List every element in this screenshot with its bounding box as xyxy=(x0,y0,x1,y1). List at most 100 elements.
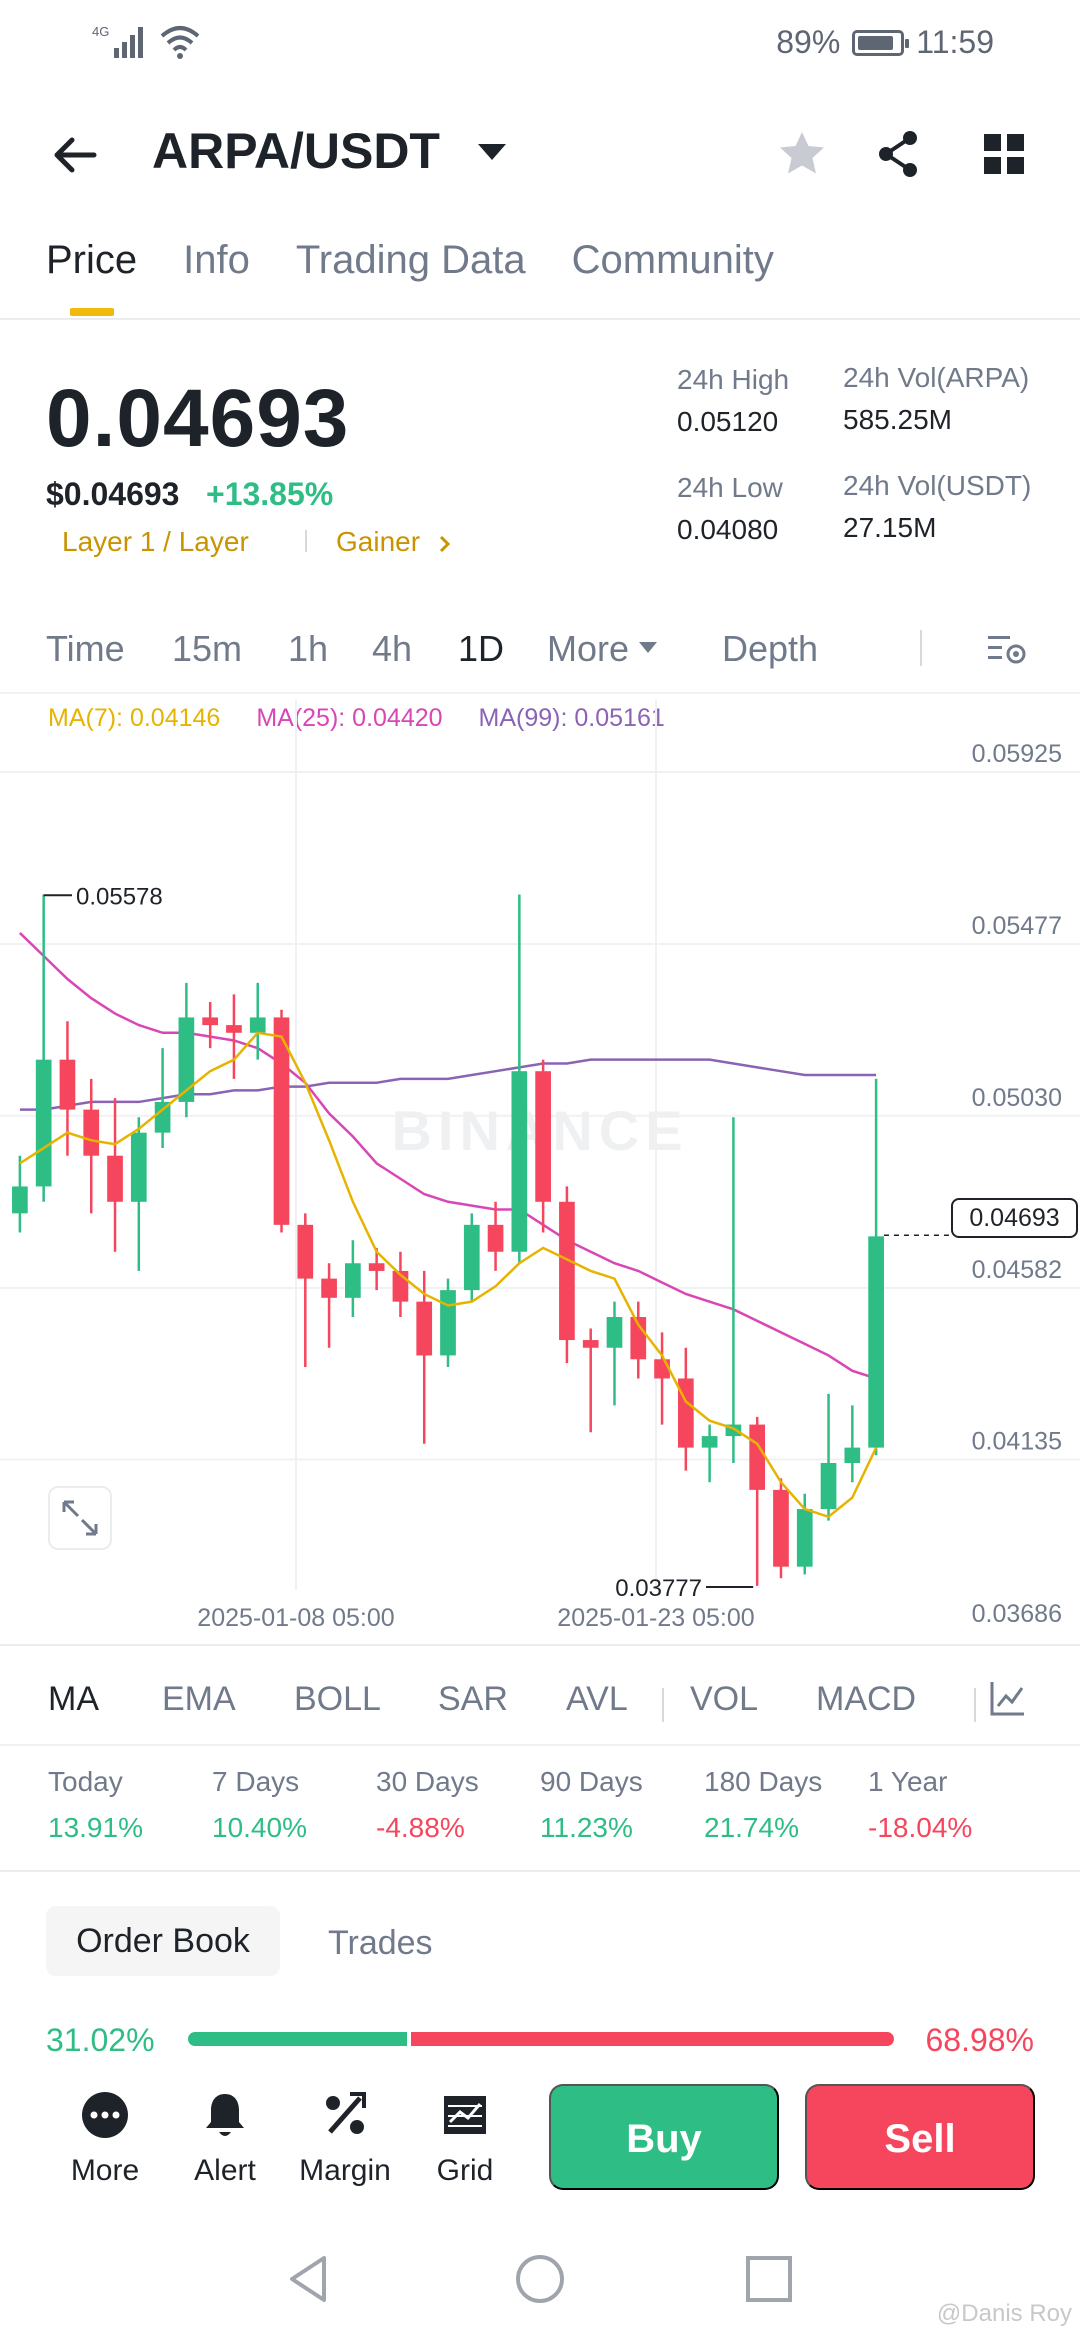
indicator-settings-icon[interactable] xyxy=(988,1678,1028,1718)
interval-separator xyxy=(920,630,922,666)
candle-body xyxy=(559,1201,575,1341)
indicator-macd[interactable]: MACD xyxy=(816,1680,917,1718)
interval-1d[interactable]: 1D xyxy=(458,628,505,669)
candle-body xyxy=(796,1509,813,1567)
candle-body xyxy=(440,1290,456,1356)
indicator-ema[interactable]: EMA xyxy=(162,1680,236,1718)
nav-back-icon[interactable] xyxy=(282,2252,336,2306)
indicator-divider xyxy=(0,1744,1080,1746)
candle-body xyxy=(178,1017,195,1102)
vol-base-label: 24h Vol(ARPA) xyxy=(843,362,1030,393)
action-label: Margin xyxy=(299,2154,391,2187)
nav-home-icon[interactable] xyxy=(513,2252,567,2306)
wifi-icon xyxy=(160,26,200,59)
interval-4h[interactable]: 4h xyxy=(372,628,413,669)
perf-value: 11.23% xyxy=(540,1812,633,1843)
expand-chart-button[interactable] xyxy=(48,1486,112,1550)
action-more[interactable]: More xyxy=(55,2090,155,2188)
indicator-sar[interactable]: SAR xyxy=(438,1680,508,1718)
indicator-ma[interactable]: MA xyxy=(48,1680,99,1718)
candle-body xyxy=(130,1132,147,1202)
tag-gainer[interactable]: Gainer xyxy=(336,526,456,558)
candle-body xyxy=(820,1462,837,1510)
caret-down-icon[interactable] xyxy=(478,144,506,160)
interval-15m[interactable]: 15m xyxy=(172,628,243,669)
tag-separator xyxy=(305,530,307,552)
usd-price: $0.04693 xyxy=(46,476,180,512)
perf-value: 10.40% xyxy=(212,1812,307,1843)
ma7-legend: MA(7): 0.04146 xyxy=(48,704,221,732)
candle-body xyxy=(35,1059,52,1187)
battery-percent: 89% xyxy=(776,24,841,60)
candle-body xyxy=(273,1017,290,1225)
nav-recents-icon[interactable] xyxy=(742,2252,796,2306)
action-label: More xyxy=(70,2154,140,2187)
candle-body xyxy=(59,1059,76,1110)
perf-value: -4.88% xyxy=(376,1812,465,1843)
tab-trading-data[interactable]: Trading Data xyxy=(295,238,526,282)
perf-30d: 30 Days -4.88% xyxy=(376,1766,479,1844)
action-grid[interactable]: Grid xyxy=(415,2090,515,2188)
perf-value: -18.04% xyxy=(868,1812,973,1843)
action-alert[interactable]: Alert xyxy=(175,2090,275,2188)
grid-menu-icon[interactable] xyxy=(974,124,1034,184)
candle-body xyxy=(12,1186,28,1214)
perf-7d: 7 Days 10.40% xyxy=(212,1766,307,1844)
interval-depth[interactable]: Depth xyxy=(722,628,819,669)
perf-label: 90 Days xyxy=(540,1766,643,1797)
perf-label: 30 Days xyxy=(376,1766,479,1797)
caret-down-icon xyxy=(639,641,658,653)
candle-body xyxy=(226,1025,242,1033)
indicator-vol[interactable]: VOL xyxy=(690,1680,759,1718)
sell-button[interactable]: Sell xyxy=(805,2084,1035,2190)
tab-trades[interactable]: Trades xyxy=(328,1924,433,1962)
svg-text:4G: 4G xyxy=(92,24,109,39)
perf-90d: 90 Days 11.23% xyxy=(540,1766,643,1844)
vol-quote-label: 24h Vol(USDT) xyxy=(843,470,1032,501)
tab-order-book[interactable]: Order Book xyxy=(46,1906,280,1976)
main-tabs: Price Info Trading Data Community xyxy=(46,238,774,316)
action-label: Grid xyxy=(436,2154,494,2187)
indicator-separator xyxy=(662,1688,664,1722)
candle-body xyxy=(535,1071,551,1202)
pair-selector[interactable]: ARPA/USDT xyxy=(152,123,440,179)
tab-price[interactable]: Price xyxy=(46,238,138,316)
buy-button[interactable]: Buy xyxy=(549,2084,779,2190)
indicator-boll[interactable]: BOLL xyxy=(294,1680,381,1718)
candle-body xyxy=(463,1224,480,1291)
y-tick-label: 0.05030 xyxy=(972,1084,1062,1112)
interval-more[interactable]: More xyxy=(547,628,658,670)
clock: 11:59 xyxy=(916,24,994,60)
interval-1h[interactable]: 1h xyxy=(288,628,329,669)
back-arrow-icon[interactable] xyxy=(48,128,102,182)
perf-value: 21.74% xyxy=(704,1812,799,1843)
chart-settings-icon[interactable] xyxy=(986,628,1028,670)
perf-label: Today xyxy=(48,1766,123,1797)
margin-percent-icon xyxy=(326,2092,366,2134)
interval-time[interactable]: Time xyxy=(46,628,125,669)
more-dots-icon xyxy=(82,2092,128,2138)
tag-layer[interactable]: Layer 1 / Layer xyxy=(62,526,249,557)
candlestick-chart[interactable]: 0.05925 0.05477 0.05030 0.04582 0.04135 0.036… xyxy=(0,690,1080,1630)
candle-body xyxy=(368,1263,385,1271)
indicator-avl[interactable]: AVL xyxy=(566,1680,628,1718)
indicator-separator xyxy=(974,1688,976,1722)
last-price: 0.04693 xyxy=(46,373,350,464)
perf-value: 13.91% xyxy=(48,1812,143,1843)
star-icon[interactable] xyxy=(772,124,832,184)
action-margin[interactable]: Margin xyxy=(295,2090,395,2188)
y-tick-label: 0.03686 xyxy=(972,1600,1062,1628)
high-value: 0.05120 xyxy=(677,406,779,437)
y-tick-label: 0.04582 xyxy=(972,1256,1062,1284)
order-ratio-bar xyxy=(188,2032,894,2046)
tab-info[interactable]: Info xyxy=(183,238,250,282)
ma25-legend: MA(25): 0.04420 xyxy=(256,704,443,732)
candle-body xyxy=(749,1424,766,1490)
interval-more-label: More xyxy=(547,628,630,669)
tab-community[interactable]: Community xyxy=(571,238,774,282)
bell-icon xyxy=(206,2094,244,2136)
share-icon[interactable] xyxy=(868,124,928,184)
candle-body xyxy=(844,1447,861,1463)
chart-top-divider xyxy=(0,692,1080,694)
expand-icon xyxy=(62,1500,98,1536)
